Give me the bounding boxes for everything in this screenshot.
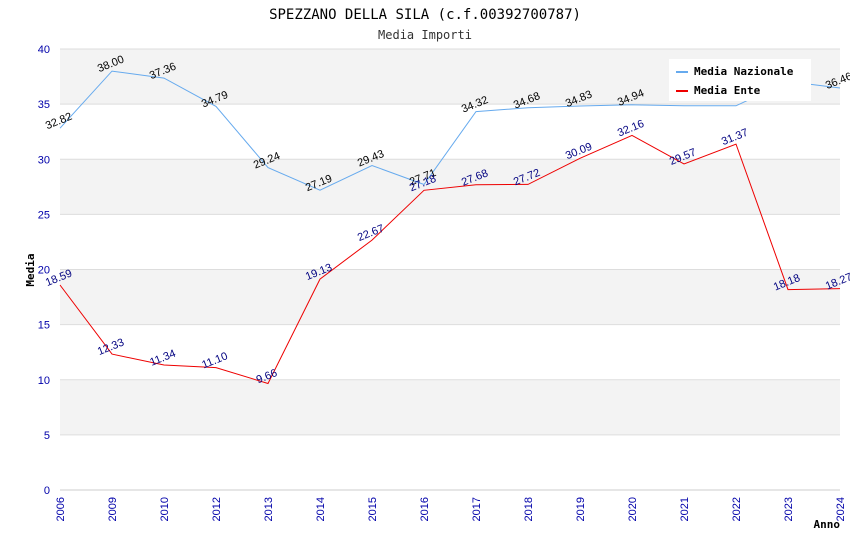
x-tick-label: 2019	[575, 497, 587, 521]
x-tick-label: 2014	[315, 497, 327, 521]
chart-title: SPEZZANO DELLA SILA (c.f.00392700787)	[269, 7, 581, 23]
x-tick-label: 2013	[263, 497, 275, 521]
x-tick-label: 2022	[731, 497, 743, 521]
background-band	[60, 269, 840, 325]
y-tick-label: 5	[44, 430, 50, 442]
x-tick-label: 2012	[211, 497, 223, 521]
y-tick-label: 40	[38, 44, 50, 56]
x-tick-label: 2018	[523, 497, 535, 521]
y-tick-label: 30	[38, 154, 50, 166]
x-tick-label: 2021	[679, 497, 691, 521]
x-tick-label: 2017	[471, 497, 483, 521]
x-tick-label: 2009	[107, 497, 119, 521]
y-axis-label: Media	[24, 253, 37, 286]
legend-label: Media Nazionale	[694, 65, 794, 78]
y-tick-label: 35	[38, 99, 50, 111]
legend-box	[669, 59, 811, 101]
background-band	[60, 214, 840, 270]
background-band	[60, 379, 840, 435]
x-tick-label: 2024	[835, 497, 847, 521]
x-tick-label: 2023	[783, 497, 795, 521]
background-band	[60, 434, 840, 490]
y-tick-label: 0	[44, 485, 50, 497]
background-bands	[60, 49, 840, 490]
x-tick-label: 2010	[159, 497, 171, 521]
background-band	[60, 104, 840, 160]
y-tick-label: 10	[38, 375, 50, 387]
series-lines	[59, 70, 841, 385]
background-band	[60, 324, 840, 380]
background-band	[60, 159, 840, 215]
legend-label: Media Ente	[694, 84, 761, 97]
series-line-media-nazionale	[59, 70, 841, 191]
y-tick-label: 15	[38, 320, 50, 332]
y-axis-ticks: 0 5 10 15 20 25 30 35 40	[38, 44, 50, 497]
x-tick-label: 2020	[627, 497, 639, 521]
series-line-media-ente	[59, 134, 841, 385]
x-tick-label: 2006	[55, 497, 67, 521]
x-axis-ticks: 2006 2009 2010 2012 2013 2014 2015 2016 2017 2018…	[55, 497, 847, 521]
x-tick-label: 2015	[367, 497, 379, 521]
chart-subtitle: Media Importi	[378, 28, 472, 42]
legend: Media Nazionale Media Ente	[669, 59, 811, 101]
x-tick-label: 2016	[419, 497, 431, 521]
y-tick-label: 20	[38, 265, 50, 277]
x-axis-label: Anno	[814, 518, 841, 531]
y-tick-label: 25	[38, 209, 50, 221]
